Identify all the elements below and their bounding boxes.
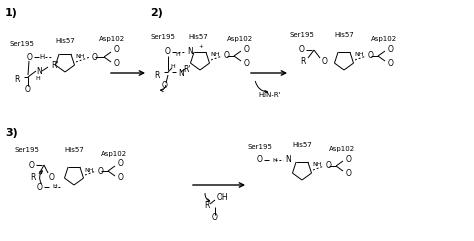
Text: His57: His57 xyxy=(64,147,84,153)
Text: R: R xyxy=(205,201,210,209)
Text: H: H xyxy=(36,75,40,80)
Text: O: O xyxy=(346,154,352,163)
Text: His57: His57 xyxy=(188,34,208,40)
Text: H: H xyxy=(175,52,180,56)
Text: R: R xyxy=(155,71,160,80)
Text: O: O xyxy=(162,81,168,91)
Text: N: N xyxy=(178,69,184,79)
Text: NH: NH xyxy=(84,167,93,173)
Text: H: H xyxy=(39,54,45,60)
Text: O: O xyxy=(118,174,124,182)
Text: His57: His57 xyxy=(292,142,312,148)
Text: Ser195: Ser195 xyxy=(290,32,314,38)
Text: 1): 1) xyxy=(5,8,18,18)
Text: O: O xyxy=(346,168,352,178)
Text: Ser195: Ser195 xyxy=(247,144,273,150)
Text: H: H xyxy=(52,185,57,189)
Text: Ser195: Ser195 xyxy=(9,41,35,47)
Text: Asp102: Asp102 xyxy=(227,36,253,42)
Text: N: N xyxy=(187,47,193,56)
Text: O: O xyxy=(326,161,332,170)
Text: O: O xyxy=(92,53,98,61)
Text: O: O xyxy=(27,53,33,61)
Text: NH: NH xyxy=(354,53,364,58)
Text: O: O xyxy=(118,160,124,168)
Text: N: N xyxy=(285,155,291,165)
Text: NH: NH xyxy=(312,162,321,167)
Text: O: O xyxy=(98,167,104,175)
Text: N: N xyxy=(36,67,42,75)
Text: Ser195: Ser195 xyxy=(151,34,175,40)
Text: O: O xyxy=(388,59,394,67)
Text: O: O xyxy=(388,45,394,54)
Text: R: R xyxy=(31,174,36,182)
Text: R: R xyxy=(301,58,306,67)
Text: R': R' xyxy=(183,65,191,74)
Text: O: O xyxy=(368,52,374,60)
Text: Asp102: Asp102 xyxy=(99,36,125,42)
Text: NH: NH xyxy=(210,53,219,58)
Text: O: O xyxy=(114,46,120,54)
Text: O: O xyxy=(212,214,218,222)
Text: Ser195: Ser195 xyxy=(15,147,39,153)
Text: O: O xyxy=(299,46,305,54)
Text: +: + xyxy=(198,43,203,48)
Text: R': R' xyxy=(51,60,58,69)
Text: Asp102: Asp102 xyxy=(371,36,397,42)
Text: OH: OH xyxy=(217,194,228,202)
Text: R: R xyxy=(15,74,20,83)
Text: H: H xyxy=(171,63,175,68)
Text: O: O xyxy=(29,161,35,169)
Text: O: O xyxy=(114,60,120,68)
Text: O: O xyxy=(37,182,43,192)
Text: O: O xyxy=(25,86,31,94)
Text: O: O xyxy=(322,56,328,66)
Text: O: O xyxy=(224,52,230,60)
Text: O: O xyxy=(244,59,250,67)
Text: Asp102: Asp102 xyxy=(101,151,127,157)
Text: H₂N-R': H₂N-R' xyxy=(259,92,281,98)
Text: 3): 3) xyxy=(5,128,18,138)
Text: 2): 2) xyxy=(150,8,163,18)
Text: Asp102: Asp102 xyxy=(329,146,355,152)
Text: O: O xyxy=(49,173,55,181)
Text: H: H xyxy=(272,158,277,162)
Text: O: O xyxy=(244,45,250,54)
Text: His57: His57 xyxy=(334,32,354,38)
Text: O: O xyxy=(257,155,263,165)
Text: O: O xyxy=(165,47,171,56)
Text: NH: NH xyxy=(75,54,84,60)
Text: His57: His57 xyxy=(55,38,75,44)
